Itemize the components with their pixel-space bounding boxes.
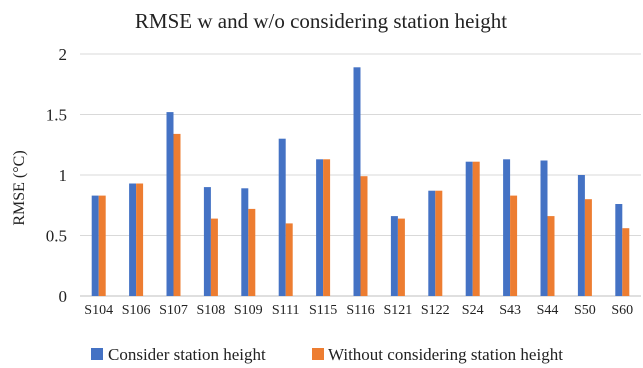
x-category-label: S43 [499,303,521,318]
bar-consider-s111 [278,138,286,296]
x-category-label: S116 [346,303,374,318]
x-axis-categories: S104 S106 S107 S108 S109 S111 S115 S116 S121 S122… [84,303,633,318]
bar-consider-s116 [353,67,361,296]
bar-without-s104 [98,195,106,296]
legend-swatch-without-considering-station-height [312,348,324,360]
bar-without-s115 [323,159,331,296]
bar-without-s107 [173,133,181,296]
bar-without-s24 [472,161,480,296]
bar-consider-s24 [465,161,473,296]
legend: Consider station height Without consider… [91,345,563,364]
bar-consider-s104 [91,195,99,296]
x-category-label: S60 [611,303,633,318]
bar-without-s108 [210,218,218,296]
bar-consider-s122 [428,190,436,296]
x-category-label: S115 [309,303,337,318]
bar-without-s60 [622,228,630,296]
bar-without-s121 [397,218,405,296]
x-category-label: S50 [574,303,596,318]
legend-label-without-considering-station-height: Without considering station height [328,345,563,364]
chart-title: RMSE w and w/o considering station heigh… [135,9,507,33]
y-tick-label: 1.5 [46,106,67,125]
bar-consider-s109 [241,188,249,296]
x-category-label: S24 [462,303,484,318]
bar-consider-s108 [203,187,211,296]
x-category-label: S122 [421,303,450,318]
bar-without-s44 [547,216,555,296]
x-category-label: S121 [384,303,413,318]
bar-without-s106 [136,183,144,296]
bar-consider-s106 [129,183,137,296]
y-tick-label: 0.5 [46,227,67,246]
bar-without-s109 [248,208,256,296]
bar-consider-s115 [316,159,324,296]
bar-without-s111 [285,223,293,296]
bar-consider-s44 [540,160,548,296]
bar-consider-s107 [166,112,174,296]
y-axis-label: RMSE (°C) [11,150,28,225]
bar-consider-s43 [503,159,511,296]
y-axis-ticks: 0 0.5 1 1.5 2 [46,45,67,306]
legend-swatch-consider-station-height [91,348,103,360]
bar-without-s43 [510,195,518,296]
bar-consider-s121 [390,216,398,296]
y-tick-label: 1 [59,166,68,185]
bars [91,67,630,296]
y-tick-label: 0 [59,287,68,306]
x-category-label: S107 [159,303,188,318]
y-tick-label: 2 [59,45,68,64]
bar-without-s50 [584,199,592,296]
x-category-label: S111 [272,303,300,318]
bar-consider-s60 [615,204,623,296]
bar-without-s116 [360,176,368,296]
bar-consider-s50 [577,175,585,296]
x-category-label: S104 [84,303,113,318]
legend-label-consider-station-height: Consider station height [108,345,266,364]
bar-without-s122 [435,190,443,296]
x-category-label: S108 [197,303,226,318]
x-category-label: S109 [234,303,263,318]
x-category-label: S106 [122,303,151,318]
x-category-label: S44 [537,303,559,318]
